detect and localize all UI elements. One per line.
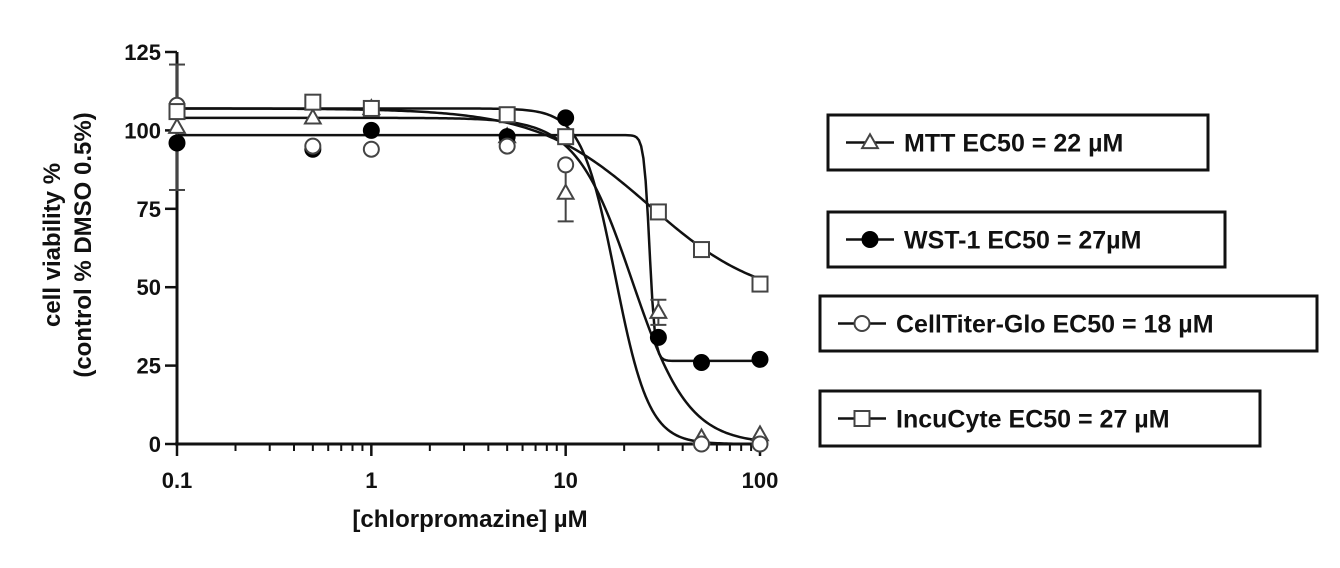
data-point-wst-1 — [649, 328, 667, 346]
legend-entry-wst-1: WST-1 EC50 = 27µM — [826, 210, 1227, 269]
fit-curves — [177, 107, 761, 446]
data-point-celltiter-glo — [751, 435, 769, 453]
legend-marker — [853, 410, 871, 427]
data-point-mtt — [303, 107, 323, 125]
legend-box — [826, 210, 1227, 269]
legend-label: WST-1 EC50 = 27µM — [904, 227, 1141, 255]
data-point-incucyte — [498, 106, 516, 124]
data-point-incucyte — [168, 103, 186, 121]
legend-marker — [860, 132, 880, 150]
data-point-incucyte — [751, 275, 769, 293]
y-tick-label: 0 — [149, 432, 161, 457]
y-axis-title-line1: cell viability % — [39, 163, 66, 327]
data-point-celltiter-glo — [498, 137, 516, 155]
y-tick-label: 100 — [124, 118, 161, 143]
data-point-incucyte — [304, 93, 322, 111]
legend-entry-mtt: MTT EC50 = 22 µM — [826, 113, 1210, 172]
data-point-celltiter-glo — [304, 137, 322, 155]
data-point-incucyte — [692, 241, 710, 259]
x-tick-label: 1 — [365, 468, 377, 493]
ticks: 0.1 1 10 100 0 25 50 75 100 125 — [124, 40, 778, 493]
error-bars — [169, 63, 667, 326]
data-point-incucyte — [557, 128, 575, 146]
fit-curve-celltiter-glo — [177, 107, 761, 446]
legend-label: MTT EC50 = 22 µM — [904, 130, 1123, 158]
y-axis-title-line2: (control % DMSO 0.5%) — [70, 112, 97, 377]
x-tick-label: 0.1 — [162, 468, 193, 493]
data-point-wst-1 — [692, 353, 710, 371]
x-tick-label: 10 — [553, 468, 577, 493]
x-axis-title: [chlorpromazine] µM — [352, 506, 587, 533]
legend-entry-incucyte: IncuCyte EC50 = 27 µM — [818, 389, 1262, 448]
data-point-wst-1 — [362, 121, 380, 139]
data-point-wst-1 — [751, 350, 769, 368]
fit-curve-mtt — [177, 116, 761, 442]
legend-marker — [853, 315, 871, 332]
data-point-mtt — [167, 116, 187, 134]
y-tick-label: 75 — [137, 197, 161, 222]
y-tick-label: 25 — [137, 354, 161, 379]
legend-marker — [861, 231, 879, 248]
data-point-incucyte — [362, 99, 380, 117]
data-points — [167, 93, 770, 453]
legend-label: IncuCyte EC50 = 27 µM — [896, 406, 1170, 434]
data-point-incucyte — [649, 203, 667, 221]
data-point-celltiter-glo — [557, 156, 575, 174]
legend-box — [818, 294, 1319, 353]
legend-entry-celltiter-glo: CellTiter-Glo EC50 = 18 µM — [818, 294, 1319, 353]
legend-box — [818, 389, 1262, 448]
y-tick-label: 50 — [137, 275, 161, 300]
legend: MTT EC50 = 22 µM WST-1 EC50 = 27µM CellTit… — [818, 113, 1319, 448]
legend-label: CellTiter-Glo EC50 = 18 µM — [896, 311, 1214, 339]
data-point-wst-1 — [557, 109, 575, 127]
data-point-mtt — [556, 182, 576, 200]
data-point-celltiter-glo — [692, 435, 710, 453]
data-point-wst-1 — [168, 134, 186, 152]
fit-curve-wst-1 — [177, 133, 760, 363]
y-tick-label: 125 — [124, 40, 161, 65]
data-point-mtt — [648, 302, 668, 319]
data-point-celltiter-glo — [362, 140, 380, 158]
x-tick-label: 100 — [742, 468, 779, 493]
y-axis-title-group: cell viability % (control % DMSO 0.5%) — [39, 112, 97, 377]
